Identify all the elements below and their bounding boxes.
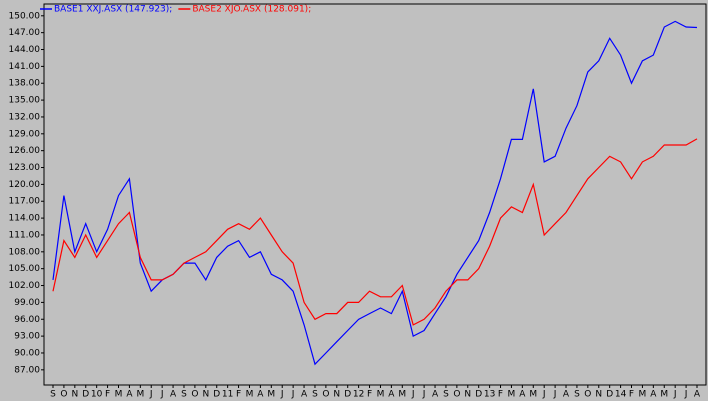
- x-tick-label: J: [684, 390, 688, 400]
- series-line: [52, 20, 698, 366]
- x-tick-label: N: [464, 390, 471, 400]
- x-tick-label: J: [542, 390, 546, 400]
- plot-frame: [43, 3, 707, 386]
- x-tick-label: M: [660, 390, 668, 400]
- y-tick-label: 123.00: [9, 163, 41, 173]
- x-tick-label: A: [126, 390, 133, 400]
- x-tick-label: 13: [484, 390, 495, 400]
- x-tick-label: M: [115, 390, 123, 400]
- x-tick-label: A: [519, 390, 526, 400]
- x-tick-label: 10: [91, 390, 103, 400]
- x-tick-label: F: [498, 390, 503, 400]
- x-tick-label: A: [563, 390, 570, 400]
- x-tick-label: S: [312, 390, 318, 400]
- x-tick-label: S: [181, 390, 187, 400]
- x-tick-label: M: [267, 390, 275, 400]
- y-tick-label: 120.00: [9, 180, 41, 190]
- x-tick-label: A: [388, 390, 395, 400]
- x-tick-label: S: [574, 390, 580, 400]
- x-tick-label: N: [202, 390, 209, 400]
- y-tick-label: 117.00: [9, 197, 41, 207]
- x-tick-label: M: [529, 390, 537, 400]
- y-tick-label: 138.00: [9, 79, 41, 89]
- y-tick-label: 108.00: [9, 247, 41, 257]
- x-tick-label: S: [50, 390, 56, 400]
- x-tick-label: O: [60, 390, 67, 400]
- x-tick-label: J: [160, 390, 164, 400]
- x-tick-label: O: [322, 390, 329, 400]
- x-tick-label: M: [377, 390, 385, 400]
- x-tick-label: 11: [222, 390, 233, 400]
- x-tick-label: A: [301, 390, 308, 400]
- y-tick-label: 111.00: [9, 230, 41, 240]
- x-tick-label: O: [584, 390, 591, 400]
- y-tick-label: 129.00: [9, 129, 41, 139]
- y-tick-label: 126.00: [9, 146, 41, 156]
- x-tick-label: M: [398, 390, 406, 400]
- y-tick-label: 96.00: [14, 315, 40, 325]
- x-tick-label: A: [170, 390, 177, 400]
- x-tick-label: J: [291, 390, 295, 400]
- x-tick-label: N: [333, 390, 340, 400]
- x-tick-label: M: [136, 390, 144, 400]
- x-tick-label: 12: [353, 390, 364, 400]
- y-tick-label: 141.00: [9, 62, 41, 72]
- series-line: [52, 138, 698, 326]
- x-tick-label: O: [453, 390, 460, 400]
- x-tick-label: D: [344, 390, 351, 400]
- y-tick-label: 132.00: [9, 112, 41, 122]
- x-tick-label: M: [246, 390, 254, 400]
- x-tick-label: A: [650, 390, 657, 400]
- x-tick-label: D: [475, 390, 482, 400]
- y-tick-label: 102.00: [9, 281, 41, 291]
- x-tick-label: F: [236, 390, 241, 400]
- y-tick-label: 135.00: [9, 96, 41, 106]
- x-tick-label: J: [673, 390, 677, 400]
- x-tick-label: J: [280, 390, 284, 400]
- y-tick-label: 147.00: [9, 28, 41, 38]
- x-tick-label: F: [105, 390, 110, 400]
- x-tick-label: D: [213, 390, 220, 400]
- x-tick-label: M: [639, 390, 647, 400]
- x-tick-label: J: [422, 390, 426, 400]
- x-tick-label: J: [553, 390, 557, 400]
- legend-label: BASE1 XXJ.ASX (147.923);: [54, 5, 172, 15]
- x-tick-label: A: [257, 390, 264, 400]
- y-tick-label: 150.00: [9, 11, 41, 21]
- y-tick-label: 144.00: [9, 45, 41, 55]
- legend-label: BASE2 XJO.ASX (128.091);: [192, 5, 311, 15]
- x-tick-label: J: [149, 390, 153, 400]
- x-tick-label: 14: [615, 390, 627, 400]
- y-tick-label: 105.00: [9, 264, 41, 274]
- x-tick-label: A: [432, 390, 439, 400]
- x-tick-label: S: [443, 390, 449, 400]
- x-tick-label: D: [82, 390, 89, 400]
- x-tick-label: F: [367, 390, 372, 400]
- y-tick-label: 114.00: [9, 214, 41, 224]
- x-tick-label: N: [71, 390, 78, 400]
- x-tick-label: J: [411, 390, 415, 400]
- y-tick-label: 93.00: [14, 332, 40, 342]
- x-tick-label: O: [191, 390, 198, 400]
- x-tick-label: D: [606, 390, 613, 400]
- x-tick-label: N: [595, 390, 602, 400]
- x-tick-label: M: [508, 390, 516, 400]
- y-tick-label: 90.00: [14, 348, 40, 358]
- x-tick-label: F: [629, 390, 634, 400]
- y-tick-label: 99.00: [14, 298, 40, 308]
- x-tick-label: A: [694, 390, 701, 400]
- y-tick-label: 87.00: [14, 365, 40, 375]
